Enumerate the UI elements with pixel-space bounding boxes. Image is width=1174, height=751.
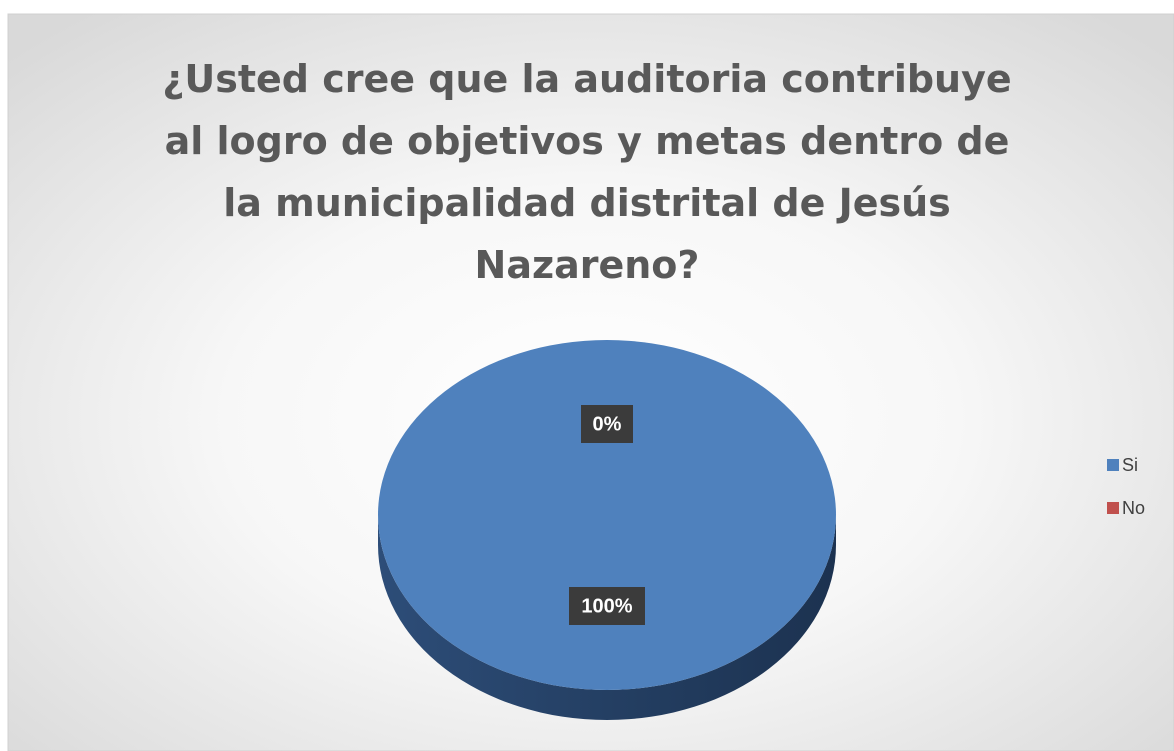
chart-title: ¿Usted cree que la auditoria contribuye … bbox=[162, 57, 1012, 287]
legend-swatch bbox=[1107, 502, 1119, 514]
data-label-box bbox=[569, 587, 645, 625]
pie-slice bbox=[378, 340, 836, 690]
pie-side bbox=[378, 515, 836, 720]
legend-label: Si bbox=[1122, 455, 1138, 475]
data-label-box bbox=[581, 405, 633, 443]
legend-label: No bbox=[1122, 498, 1145, 518]
legend-swatch bbox=[1107, 459, 1119, 471]
data-label: 100% bbox=[581, 595, 632, 617]
data-label: 0% bbox=[593, 413, 622, 435]
